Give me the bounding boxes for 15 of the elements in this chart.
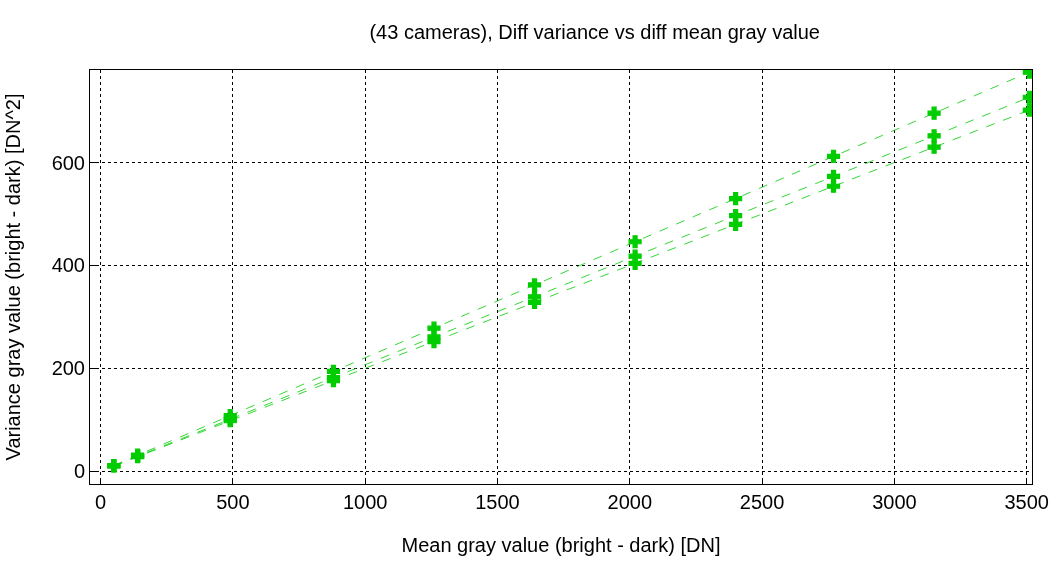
x-tick-label: 3000 [872,491,917,513]
y-axis-title: Variance gray value (bright - dark) [DN^2] [2,93,25,461]
chart-title: (43 cameras), Diff variance vs diff mean gray value [369,21,821,44]
x-tick-label: 1000 [342,491,388,513]
y-tick-label: 400 [51,254,85,277]
x-tick-label: 0 [95,491,107,513]
y-tick-label: 0 [73,460,85,483]
x-tick-label: 3500 [1004,491,1049,513]
y-tick-label: 200 [51,357,85,380]
x-tick-label: 1500 [475,491,520,513]
x-tick-label: 2500 [739,491,785,513]
x-tick-label: 500 [216,491,250,513]
y-tick-label: 600 [51,151,85,174]
x-tick-label: 2000 [607,491,653,513]
x-axis-title: Mean gray value (bright - dark) [DN] [401,533,721,556]
